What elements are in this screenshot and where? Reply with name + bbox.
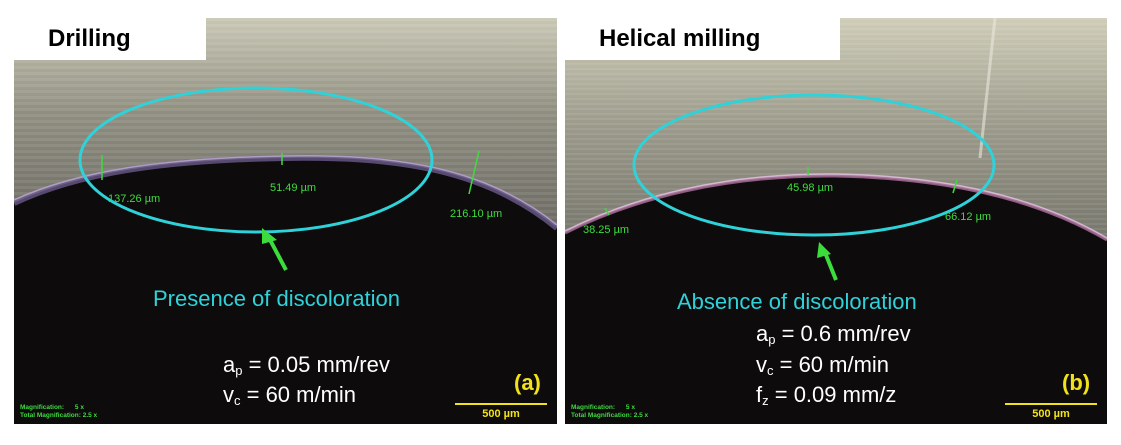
param-vc-b: vc = 60 m/min: [756, 352, 890, 378]
measurement-label: 38.25 µm: [583, 224, 630, 236]
measure-line-a3: [468, 150, 480, 195]
measurement-label: 66.12 µm: [945, 211, 992, 223]
measurement-label: 137.26 µm: [108, 193, 161, 205]
measurement-label: 45.98 µm: [787, 182, 834, 194]
discoloration-note-b: Absence of discoloration: [677, 289, 917, 314]
micrograph-panel-a: Drilling 137.26 µm 51.49 µm 216.10 µm Pr…: [14, 18, 557, 424]
magnification-info-a: Magnification: 5 x Total Magnification: …: [20, 404, 98, 419]
panel-label-b: (b): [1062, 370, 1091, 395]
measure-line-b3: [952, 179, 958, 194]
micrograph-panel-b: Helical milling 38.25 µm 45.98 µm 66.12 …: [565, 18, 1107, 424]
highlight-ellipse-b: [632, 93, 996, 237]
scale-bar-a: 500 µm: [455, 403, 547, 420]
param-vc-a: vc = 60 m/min: [223, 382, 357, 408]
discoloration-note-a: Presence of discoloration: [153, 286, 401, 311]
panel-title-a: Drilling: [14, 18, 206, 60]
measure-line-b1: [604, 207, 610, 216]
arrow-shaft-a: [266, 235, 288, 271]
arrow-head-a: [262, 228, 277, 244]
measurement-label: 51.49 µm: [270, 182, 317, 194]
param-ap-b: ap = 0.6 mm/rev: [756, 321, 911, 347]
magnification-info-b: Magnification: 5 x Total Magnification: …: [571, 404, 649, 419]
arrow-head-b: [817, 242, 831, 258]
panel-label-a: (a): [514, 370, 541, 395]
scale-bar-b: 500 µm: [1005, 403, 1097, 420]
highlight-ellipse-a: [78, 86, 434, 234]
param-ap-a: ap = 0.05 mm/rev: [223, 352, 390, 378]
measurement-label: 216.10 µm: [450, 208, 503, 220]
param-fz-b: fz = 0.09 mm/z: [756, 382, 897, 408]
panel-title-b: Helical milling: [565, 18, 840, 60]
micrograph-image-b: [565, 18, 1107, 424]
micrograph-image-a: [14, 18, 557, 424]
